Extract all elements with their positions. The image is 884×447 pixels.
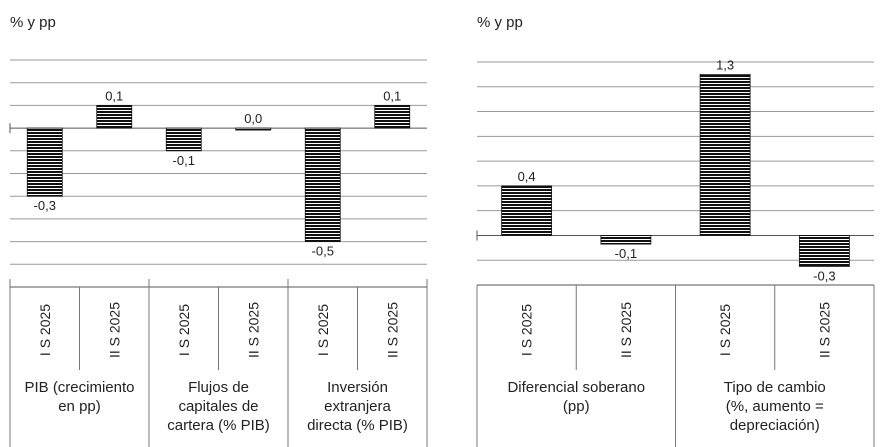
bar-right-g1-b0 — [699, 73, 751, 236]
bar-left-g0-b1 — [96, 105, 133, 129]
bar-right-g0-b0 — [501, 185, 553, 236]
bar-left-g1-b0 — [165, 127, 202, 152]
period-label: I S 2025 — [315, 304, 331, 356]
period-label: II S 2025 — [245, 302, 261, 358]
bar-left-g2-b0 — [304, 127, 341, 243]
period-label: II S 2025 — [384, 302, 400, 358]
group-label-left-0: PIB (crecimiento en pp) — [24, 379, 134, 415]
period-label: I S 2025 — [176, 304, 192, 356]
data-label: 0,1 — [383, 88, 401, 103]
group-label-left-1: Flujos de capitales de cartera (% PIB) — [167, 379, 270, 434]
unit-label-left: % y pp — [10, 14, 56, 31]
period-label: II S 2025 — [816, 302, 832, 358]
data-label: 1,3 — [716, 57, 734, 72]
unit-label-right: % y pp — [477, 14, 523, 31]
bar-left-g1-b1 — [235, 127, 272, 131]
data-label: -0,1 — [173, 153, 195, 168]
data-label: 0,1 — [105, 88, 123, 103]
bar-right-g0-b1 — [600, 235, 652, 245]
bar-right-g1-b1 — [798, 235, 850, 267]
bar-left-g2-b1 — [374, 105, 411, 129]
data-label: 0,0 — [244, 111, 262, 126]
chart-panel-right: % y pp 0,4 I S 2025 -0,1 II S 2025 Diferencia… — [476, 14, 875, 447]
period-label: I S 2025 — [717, 304, 733, 356]
data-label: -0,3 — [813, 268, 835, 283]
data-label: -0,5 — [312, 244, 334, 259]
group-label-right-0: Diferencial soberano (pp) — [507, 379, 645, 415]
data-label: 0,4 — [518, 169, 536, 184]
chart-panel-left: % y pp -0,3 I S 2025 0,1 II S 2025 PIB (creci… — [9, 14, 428, 447]
data-label: -0,1 — [615, 246, 637, 261]
data-label: -0,3 — [34, 198, 56, 213]
group-label-left-2: Inversión extranjera directa (% PIB) — [307, 379, 408, 434]
period-label: I S 2025 — [37, 304, 53, 356]
period-label: II S 2025 — [106, 302, 122, 358]
period-label: I S 2025 — [519, 304, 535, 356]
group-label-right-1: Tipo de cambio (%, aumento = depreciación) — [724, 379, 826, 434]
period-label: II S 2025 — [618, 302, 634, 358]
bar-left-g0-b0 — [26, 127, 63, 197]
